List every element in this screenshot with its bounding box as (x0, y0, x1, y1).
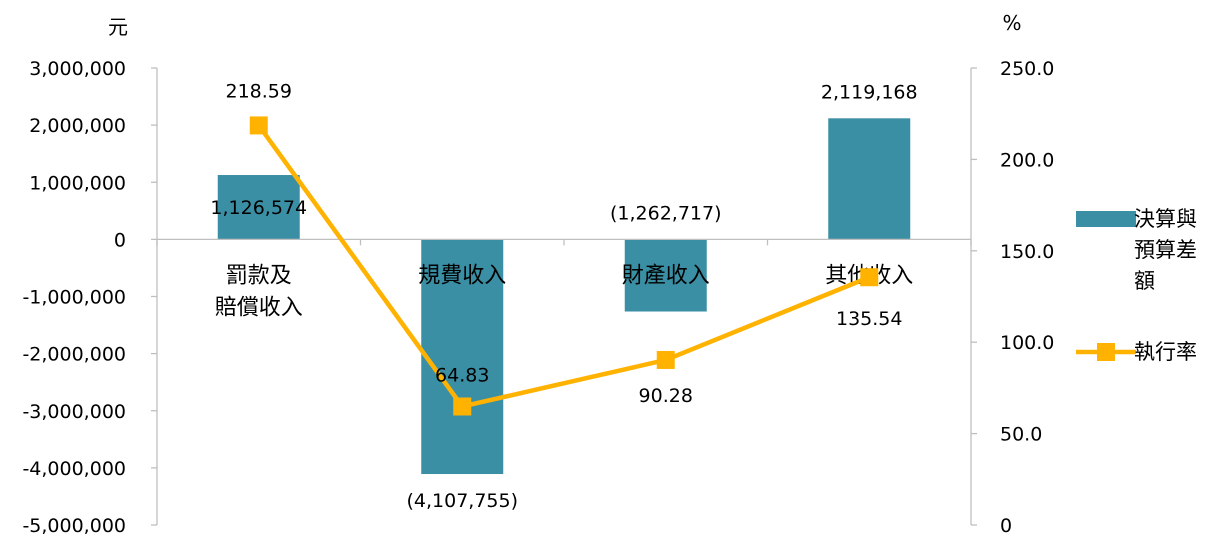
bar-series (217, 118, 911, 475)
right-axis-unit: % (1002, 11, 1021, 35)
right-axis: 250.0 200.0 150.0 100.0 50.0 0 (970, 58, 1054, 537)
category-label: 財產收入 (622, 263, 710, 288)
bar-data-label: 2,119,168 (821, 81, 918, 103)
left-tick-label: -4,000,000 (22, 458, 126, 480)
legend-line-label: 執行率 (1134, 340, 1197, 364)
line-marker (249, 116, 268, 135)
legend-line-marker (1097, 343, 1115, 361)
left-tick-label: 2,000,000 (29, 115, 126, 137)
legend-bar-label: 決算與 (1134, 207, 1197, 231)
right-tick-label: 50.0 (1000, 424, 1042, 446)
right-tick-label: 250.0 (1000, 58, 1054, 80)
line-path (256, 124, 871, 409)
bar (217, 175, 300, 240)
bar-data-label: (1,262,717) (610, 202, 722, 224)
category-label: 賠償收入 (215, 295, 303, 320)
line-series (249, 116, 879, 416)
bar-data-label: 1,126,574 (210, 197, 307, 219)
legend-bar-label: 額 (1134, 269, 1155, 293)
line-data-label: 135.54 (836, 308, 902, 330)
right-tick-label: 100.0 (1000, 332, 1054, 354)
left-tick-label: 0 (114, 229, 126, 251)
line-data-label: 90.28 (639, 385, 693, 407)
left-tick-label: -3,000,000 (22, 401, 126, 423)
line-marker (453, 397, 472, 416)
legend-bar-swatch (1076, 211, 1136, 227)
line-data-label: 64.83 (435, 364, 489, 386)
bar (624, 239, 707, 312)
bar-data-label: (4,107,755) (406, 490, 518, 512)
data-labels: 1,126,574 (4,107,755) (1,262,717) 2,119,168… (210, 80, 917, 512)
bar (421, 239, 504, 475)
legend-bar-label: 預算差 (1134, 238, 1197, 262)
category-label: 規費收入 (418, 263, 506, 288)
category-label: 罰款及 (226, 263, 292, 288)
right-tick-label: 200.0 (1000, 149, 1054, 171)
left-tick-label: -2,000,000 (22, 344, 126, 366)
left-tick-label: 1,000,000 (29, 172, 126, 194)
right-tick-label: 0 (1000, 515, 1012, 537)
right-tick-label: 150.0 (1000, 241, 1054, 263)
line-marker (860, 268, 879, 287)
left-axis-unit: 元 (108, 15, 128, 39)
left-tick-label: -1,000,000 (22, 287, 126, 309)
bar (828, 118, 911, 240)
left-axis: 3,000,000 2,000,000 1,000,000 0 -1,000,000 -2… (22, 58, 158, 537)
left-tick-label: -5,000,000 (22, 515, 126, 537)
line-data-label: 218.59 (226, 80, 292, 102)
line-marker (656, 350, 675, 369)
left-tick-label: 3,000,000 (29, 58, 126, 80)
